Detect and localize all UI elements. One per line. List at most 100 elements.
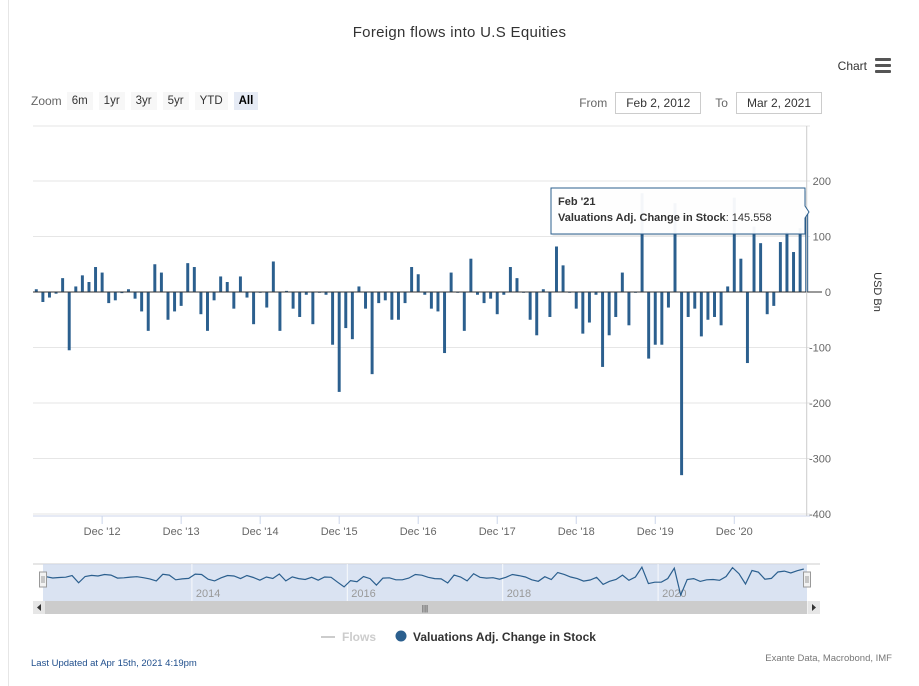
bar[interactable] bbox=[94, 267, 98, 292]
bar[interactable] bbox=[337, 292, 341, 392]
bar[interactable] bbox=[265, 292, 269, 308]
bar[interactable] bbox=[594, 292, 598, 295]
bar[interactable] bbox=[726, 286, 730, 292]
bar[interactable] bbox=[41, 292, 45, 302]
bar[interactable] bbox=[607, 292, 611, 336]
bar[interactable] bbox=[410, 267, 414, 292]
navigator-mask[interactable] bbox=[43, 564, 807, 601]
bar[interactable] bbox=[219, 276, 223, 292]
bar[interactable] bbox=[34, 289, 38, 292]
bar[interactable] bbox=[192, 267, 196, 292]
bar[interactable] bbox=[587, 292, 591, 323]
bar[interactable] bbox=[673, 203, 677, 292]
bar[interactable] bbox=[423, 292, 427, 295]
legend-flows-label[interactable]: Flows bbox=[342, 630, 376, 644]
bar[interactable] bbox=[232, 292, 236, 309]
scrollbar-thumb[interactable] bbox=[43, 601, 807, 614]
bar[interactable] bbox=[666, 292, 670, 308]
bar[interactable] bbox=[620, 272, 624, 292]
bar[interactable] bbox=[508, 267, 512, 292]
bar[interactable] bbox=[47, 292, 51, 298]
bar[interactable] bbox=[653, 292, 657, 345]
bar[interactable] bbox=[574, 292, 578, 309]
bar[interactable] bbox=[377, 292, 381, 304]
bar[interactable] bbox=[475, 292, 479, 295]
bar[interactable] bbox=[120, 292, 124, 294]
bar[interactable] bbox=[344, 292, 348, 329]
bar[interactable] bbox=[535, 292, 539, 336]
bar[interactable] bbox=[390, 292, 394, 320]
bar[interactable] bbox=[745, 292, 749, 364]
bar[interactable] bbox=[225, 282, 229, 292]
bar[interactable] bbox=[805, 211, 809, 292]
bar[interactable] bbox=[416, 274, 420, 292]
bar[interactable] bbox=[541, 289, 545, 292]
bar[interactable] bbox=[317, 292, 321, 293]
bar[interactable] bbox=[462, 292, 466, 331]
bar[interactable] bbox=[759, 243, 763, 292]
bar[interactable] bbox=[357, 286, 361, 292]
bar[interactable] bbox=[212, 292, 216, 301]
bar[interactable] bbox=[186, 263, 190, 292]
bar[interactable] bbox=[350, 292, 354, 340]
bar[interactable] bbox=[719, 292, 723, 326]
bar[interactable] bbox=[258, 292, 262, 293]
bar[interactable] bbox=[179, 292, 183, 306]
scroll-right-button[interactable] bbox=[808, 601, 820, 614]
bar[interactable] bbox=[785, 232, 789, 292]
bar[interactable] bbox=[364, 292, 368, 309]
bar[interactable] bbox=[396, 292, 400, 320]
bar[interactable] bbox=[61, 278, 65, 293]
bar[interactable] bbox=[140, 292, 144, 312]
bar[interactable] bbox=[331, 292, 335, 345]
bar[interactable] bbox=[680, 292, 684, 476]
bar[interactable] bbox=[469, 258, 473, 292]
bar[interactable] bbox=[74, 286, 78, 292]
bar[interactable] bbox=[245, 292, 249, 298]
bar[interactable] bbox=[456, 292, 460, 293]
navigator-right-handle[interactable] bbox=[803, 571, 811, 588]
bar[interactable] bbox=[278, 292, 282, 331]
bar[interactable] bbox=[107, 292, 111, 304]
bar[interactable] bbox=[686, 292, 690, 317]
bar[interactable] bbox=[568, 292, 572, 293]
bar[interactable] bbox=[271, 261, 275, 292]
bar[interactable] bbox=[252, 292, 256, 325]
bar[interactable] bbox=[522, 292, 526, 293]
bar[interactable] bbox=[159, 272, 163, 292]
bar[interactable] bbox=[772, 292, 776, 306]
bar[interactable] bbox=[482, 292, 486, 304]
bar[interactable] bbox=[153, 264, 157, 292]
bar[interactable] bbox=[54, 292, 58, 294]
bar[interactable] bbox=[699, 292, 703, 337]
bar[interactable] bbox=[403, 292, 407, 304]
from-date-input[interactable]: Feb 2, 2012 bbox=[615, 92, 702, 114]
bar[interactable] bbox=[601, 292, 605, 367]
bar[interactable] bbox=[660, 292, 664, 345]
bar[interactable] bbox=[713, 292, 716, 317]
bar[interactable] bbox=[765, 292, 769, 315]
bar[interactable] bbox=[489, 292, 493, 299]
bar[interactable] bbox=[555, 246, 558, 292]
scrollbar-track[interactable] bbox=[33, 601, 820, 614]
bar[interactable] bbox=[752, 226, 756, 292]
bar[interactable] bbox=[502, 292, 506, 295]
zoom-6m-button[interactable]: 6m bbox=[66, 92, 93, 110]
bar[interactable] bbox=[732, 197, 736, 292]
bar[interactable] bbox=[581, 292, 585, 334]
bar[interactable] bbox=[298, 292, 302, 317]
zoom-1yr-button[interactable]: 1yr bbox=[98, 92, 125, 110]
bar[interactable] bbox=[87, 282, 91, 292]
bar[interactable] bbox=[100, 272, 104, 292]
zoom-all-button[interactable]: All bbox=[233, 92, 259, 110]
bar[interactable] bbox=[548, 292, 552, 317]
bar[interactable] bbox=[285, 290, 288, 292]
bar[interactable] bbox=[133, 292, 137, 299]
bar[interactable] bbox=[370, 292, 374, 375]
bar[interactable] bbox=[515, 278, 519, 293]
bar[interactable] bbox=[449, 272, 453, 292]
bar[interactable] bbox=[561, 265, 565, 292]
bar[interactable] bbox=[647, 292, 651, 359]
bar[interactable] bbox=[528, 292, 532, 320]
bar[interactable] bbox=[693, 292, 697, 309]
